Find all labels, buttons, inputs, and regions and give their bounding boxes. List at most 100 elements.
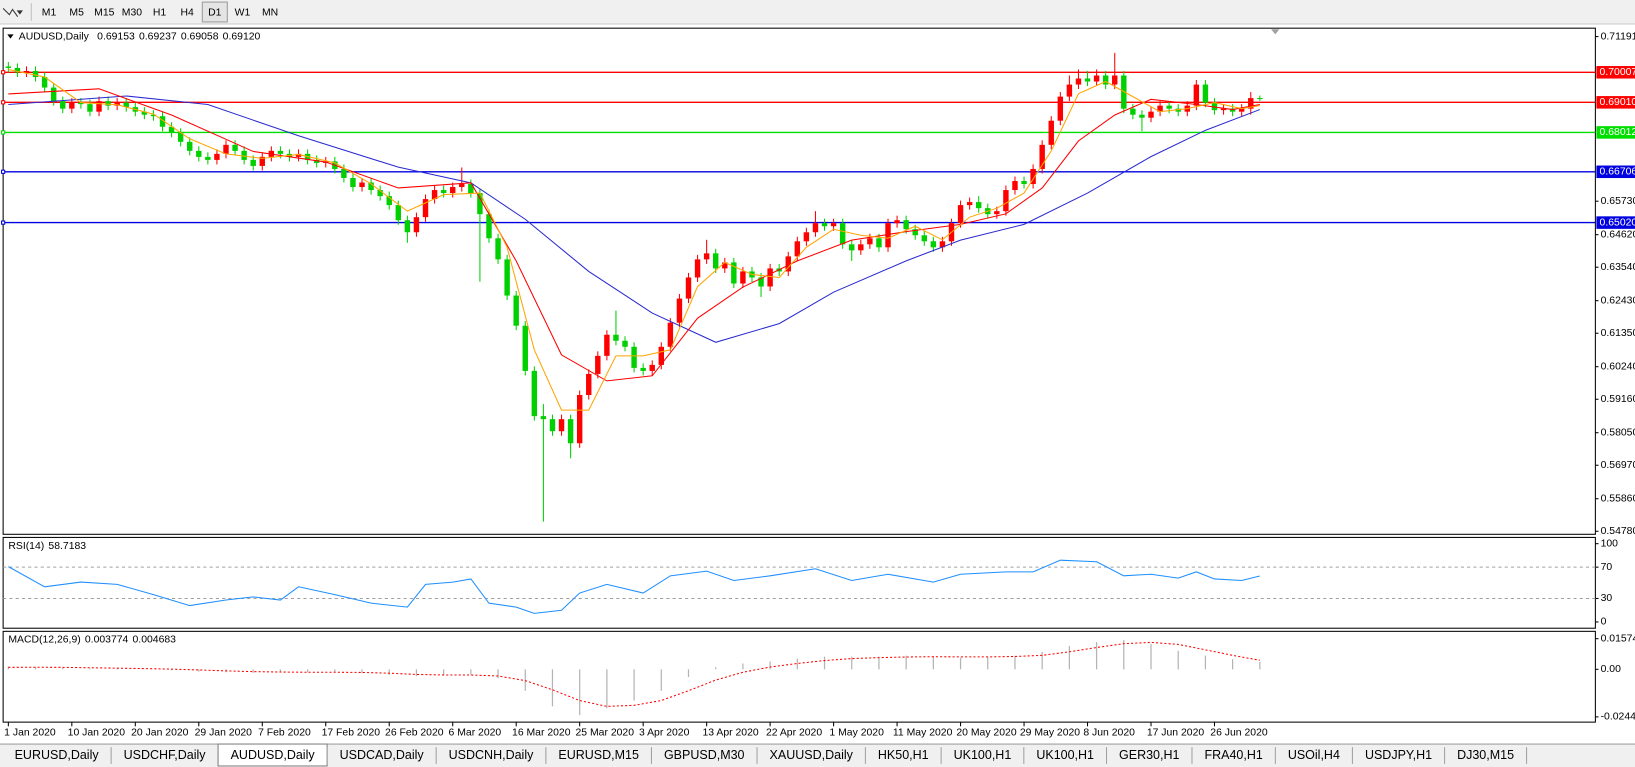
candle-body — [69, 102, 75, 109]
candle-body — [341, 168, 347, 178]
level-handle — [1, 169, 6, 174]
candle-body — [1257, 98, 1263, 100]
candle-body — [114, 102, 120, 106]
candle-body — [1048, 120, 1054, 145]
candle-body — [359, 182, 365, 188]
quote-value: 0.69153 — [97, 31, 135, 42]
candle-body — [105, 101, 111, 106]
candle-body — [821, 223, 828, 227]
indicator-header: RSI(14) 58.7183 — [8, 541, 86, 552]
candle-body — [413, 217, 420, 233]
candle-body — [404, 220, 411, 233]
candle-body — [604, 334, 610, 356]
candle-body — [477, 193, 483, 215]
toolbar-dropdown[interactable] — [16, 10, 23, 15]
candle-body — [640, 367, 646, 371]
timeframe-button[interactable]: H4 — [181, 7, 195, 18]
tab-label[interactable]: USDCNH,Daily — [449, 748, 534, 762]
candle-body — [994, 211, 1000, 215]
tab-label[interactable]: USOil,H4 — [1288, 748, 1340, 762]
x-tick-label: 11 May 2020 — [893, 727, 953, 738]
level-handle — [1, 220, 6, 225]
candle-body — [159, 116, 166, 127]
timeframe-button[interactable]: MN — [262, 7, 278, 18]
toolbar-icon[interactable] — [2, 7, 19, 17]
y-tick-label: 100 — [1601, 538, 1619, 549]
candle-body — [1093, 75, 1100, 82]
candle-body — [966, 202, 973, 206]
candle-body — [459, 184, 465, 188]
candle-body — [921, 235, 927, 242]
candle-body — [1075, 78, 1082, 85]
tab-label[interactable]: GBPUSD,M30 — [664, 748, 745, 762]
candle-body — [1248, 98, 1254, 109]
moving-average-line — [8, 68, 1260, 411]
tab-label[interactable]: EURUSD,M15 — [558, 748, 639, 762]
tab-label[interactable]: AUDUSD,Daily — [231, 748, 316, 762]
tab-label[interactable]: USDJPY,H1 — [1365, 748, 1432, 762]
candle-body — [468, 184, 474, 194]
timeframe-button[interactable]: W1 — [235, 7, 251, 18]
candle-body — [1175, 108, 1181, 112]
tab-label[interactable]: UK100,H1 — [1036, 748, 1094, 762]
candle-body — [440, 190, 447, 194]
y-tick-label: 0.61350 — [1601, 328, 1635, 339]
candle-body — [1057, 96, 1064, 121]
macd-pane — [2, 630, 1596, 723]
timeframe-button[interactable]: H1 — [153, 7, 167, 18]
tab-label[interactable]: XAUUSD,Daily — [770, 748, 854, 762]
candle-body — [259, 156, 265, 166]
level-price-label — [1596, 66, 1635, 79]
candle-body — [839, 223, 846, 245]
candle-body — [722, 262, 728, 269]
x-tick-label: 3 Apr 2020 — [639, 727, 690, 738]
candle-body — [5, 66, 12, 68]
timeframe-button[interactable]: D1 — [208, 7, 222, 18]
candle-body — [14, 67, 21, 73]
symbol-title: AUDUSD,Daily — [19, 31, 90, 42]
candle-body — [812, 223, 819, 233]
y-tick-label: 0.56970 — [1601, 460, 1635, 471]
y-tick-label: 0.63540 — [1601, 262, 1635, 273]
timeframe-button[interactable]: M1 — [42, 7, 57, 18]
y-tick-label: 0 — [1601, 617, 1607, 628]
indicator-title: MACD(12,26,9) — [8, 634, 80, 645]
candle-body — [232, 144, 238, 151]
timeframe-button[interactable]: M30 — [122, 7, 142, 18]
y-tick-label: 0.64620 — [1601, 229, 1635, 240]
candle-body — [422, 199, 429, 218]
candle-body — [187, 141, 193, 151]
indicator-value: 0.004683 — [133, 634, 177, 645]
candle-body — [495, 238, 501, 260]
candle-body — [685, 277, 692, 299]
tab-label[interactable]: USDCHF,Daily — [124, 748, 207, 762]
candle-body — [975, 202, 982, 209]
chart-shift-marker[interactable] — [1271, 29, 1280, 35]
timeframe-button[interactable]: M15 — [94, 7, 114, 18]
moving-average-line — [8, 88, 1260, 382]
tab-label[interactable]: HK50,H1 — [878, 748, 929, 762]
candle-body — [1166, 105, 1172, 109]
candle-body — [1211, 102, 1218, 111]
level-price-label — [1596, 165, 1635, 179]
tab-label[interactable]: FRA40,H1 — [1204, 748, 1262, 762]
tab-label[interactable]: UK100,H1 — [954, 748, 1012, 762]
candle-body — [1102, 75, 1109, 85]
tab-label[interactable]: GER30,H1 — [1119, 748, 1179, 762]
candle-body — [1003, 190, 1009, 212]
quote-value: 0.69120 — [223, 31, 261, 42]
tab-label[interactable]: EURUSD,Daily — [15, 748, 100, 762]
tab-label[interactable]: USDCAD,Daily — [340, 748, 425, 762]
timeframe-button[interactable]: M5 — [69, 7, 84, 18]
level-handle — [1, 100, 6, 105]
tab-bar — [0, 744, 1635, 767]
candle-body — [1130, 108, 1136, 115]
candle-body — [885, 223, 891, 248]
y-tick-label: 0.01574 — [1601, 633, 1635, 644]
x-tick-label: 1 May 2020 — [829, 727, 884, 738]
candle-body — [1202, 84, 1209, 103]
x-tick-label: 25 Mar 2020 — [576, 727, 635, 738]
tab-label[interactable]: DJ30,M15 — [1457, 748, 1514, 762]
candle-body — [223, 144, 229, 154]
candle-body — [395, 205, 402, 221]
